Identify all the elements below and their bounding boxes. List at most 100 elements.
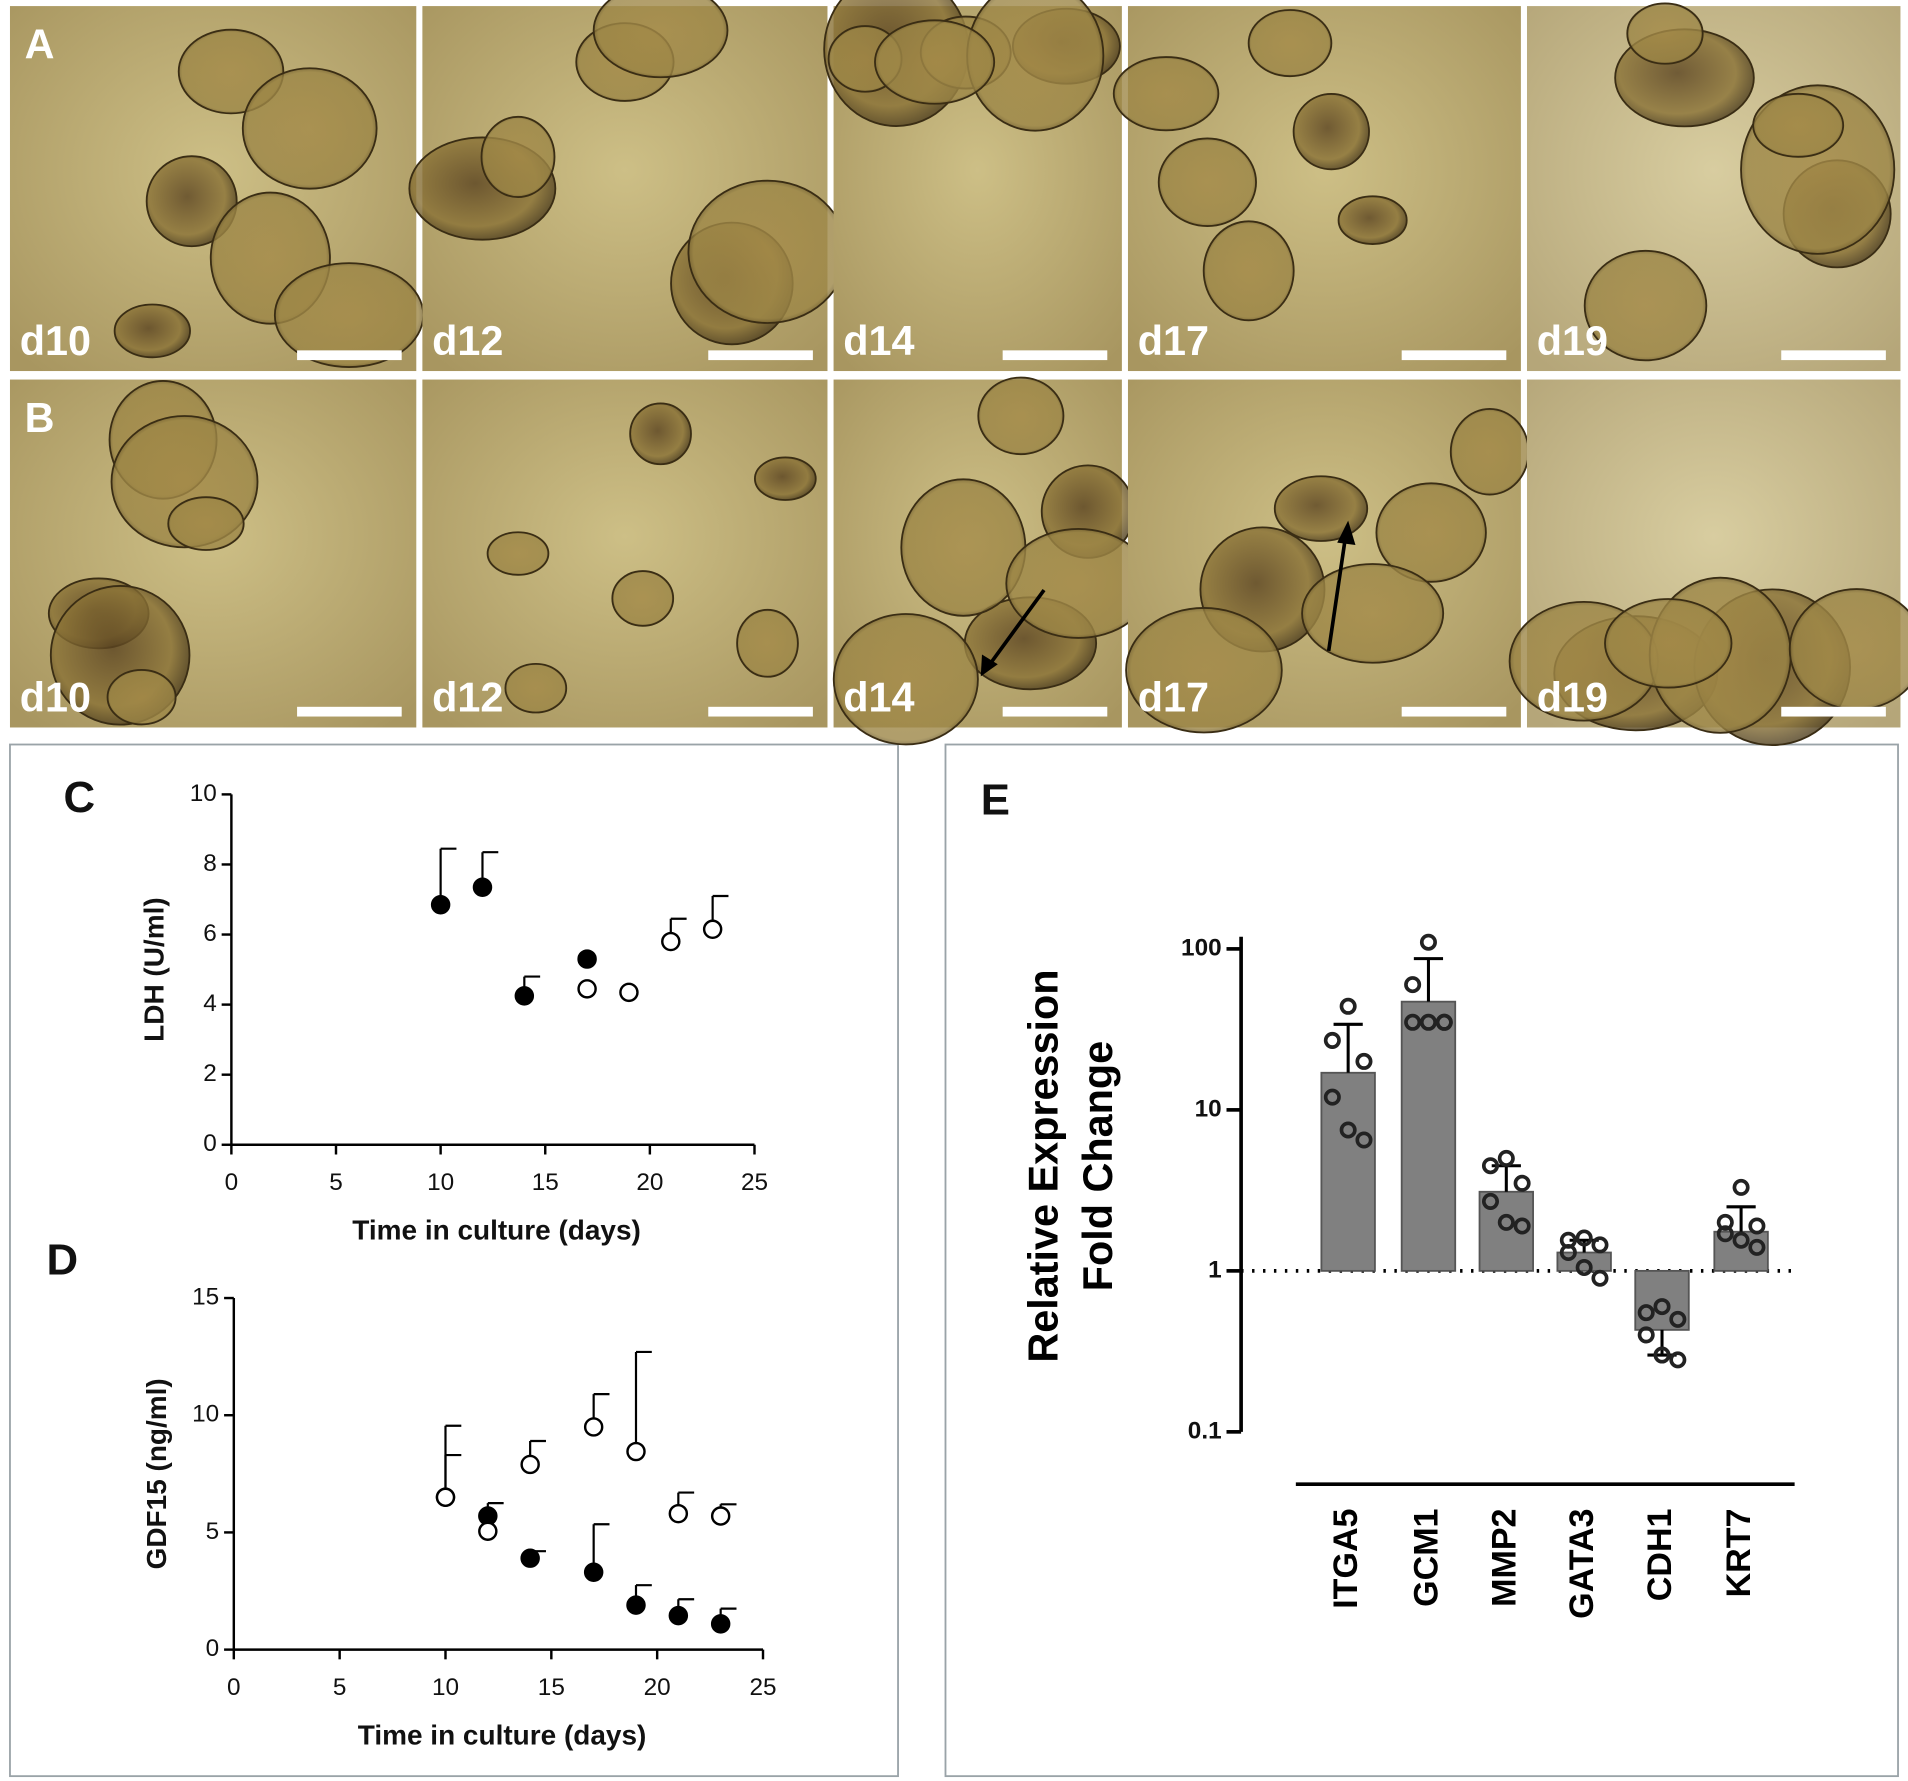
x-tick-label: 20 <box>636 1169 663 1196</box>
y-tick-label: 4 <box>203 990 217 1017</box>
micrograph: d14 <box>832 376 1152 746</box>
scale-bar <box>1781 350 1886 361</box>
day-label: d14 <box>843 318 914 364</box>
cell-cluster <box>241 67 378 190</box>
y-tick-label: 0 <box>206 1635 220 1662</box>
x-axis-label: Time in culture (days) <box>352 1215 641 1246</box>
data-point <box>577 949 597 969</box>
cell-cluster <box>874 19 996 105</box>
y-tick-label: 0.1 <box>1188 1417 1222 1444</box>
cell-cluster <box>486 531 550 576</box>
cell-cluster <box>1292 93 1370 171</box>
scale-bar <box>708 350 813 361</box>
cell-cluster <box>1449 408 1530 496</box>
x-tick-label: KRT7 <box>1720 1508 1758 1597</box>
y-tick-label: 10 <box>190 780 217 807</box>
arrow <box>1326 535 1348 652</box>
x-axis-label: Time in culture (days) <box>358 1720 647 1751</box>
data-point <box>1339 997 1357 1015</box>
data-point <box>1653 1346 1671 1364</box>
cell-cluster <box>1157 137 1257 227</box>
data-point <box>1637 1304 1655 1322</box>
error-bar <box>1413 957 1444 1002</box>
scale-bar <box>1781 706 1886 717</box>
y-tick-label: 1 <box>1208 1256 1222 1283</box>
data-point <box>430 895 451 915</box>
y-tick-label: 100 <box>1181 934 1222 961</box>
panel-label: C <box>64 773 96 822</box>
x-tick-label: 20 <box>644 1674 671 1701</box>
data-point <box>1575 1258 1593 1276</box>
data-point <box>1748 1238 1766 1256</box>
data-point <box>619 982 639 1003</box>
data-point <box>1748 1217 1766 1235</box>
panel-frame <box>9 743 899 1778</box>
cell-cluster <box>736 608 799 678</box>
cell-cluster <box>1301 563 1445 664</box>
data-point <box>710 1614 731 1634</box>
x-tick-label: CDH1 <box>1641 1508 1679 1601</box>
data-point <box>1716 1225 1734 1243</box>
cell-cluster <box>504 662 568 714</box>
x-tick-label: 15 <box>538 1674 565 1701</box>
error-bar <box>1333 1022 1363 1073</box>
data-point <box>1637 1326 1655 1344</box>
data-point <box>1669 1351 1687 1369</box>
x-tick-label: 5 <box>329 1169 343 1196</box>
micrograph: d12 <box>422 379 828 728</box>
cell-cluster <box>629 402 692 466</box>
cell-cluster <box>1604 598 1733 689</box>
data-point <box>1355 1052 1373 1070</box>
day-label: d12 <box>432 675 503 721</box>
y-tick-label: 2 <box>203 1060 217 1087</box>
y-axis-label: GDF15 (ng/ml) <box>141 1378 172 1569</box>
x-tick-label: 25 <box>741 1169 768 1196</box>
data-point <box>1559 1244 1577 1262</box>
data-point <box>583 1562 604 1583</box>
x-tick-label: 0 <box>227 1674 241 1701</box>
cell-cluster <box>113 303 191 359</box>
bar <box>1400 1000 1457 1272</box>
y-tick-label: 15 <box>192 1283 219 1310</box>
scale-bar <box>708 706 813 717</box>
cell-cluster <box>1125 607 1283 734</box>
data-point <box>1323 1031 1341 1049</box>
cell-cluster <box>1375 482 1487 583</box>
data-point <box>1404 976 1422 994</box>
error-bar <box>1726 1205 1756 1232</box>
panel-frame <box>944 743 1899 1778</box>
cell-cluster <box>1112 56 1220 132</box>
day-label: d10 <box>20 318 91 364</box>
data-point <box>435 1487 456 1507</box>
cell-cluster <box>900 478 1027 617</box>
cell-cluster <box>480 115 556 198</box>
cell-cluster <box>1247 9 1333 78</box>
data-point <box>710 1506 731 1526</box>
y-axis-label: Relative Expression <box>1020 969 1066 1362</box>
panel-label: B <box>25 395 55 441</box>
y-axis-label: Fold Change <box>1075 1041 1121 1291</box>
x-tick-label: GCM1 <box>1407 1508 1445 1606</box>
cell-cluster <box>1273 475 1369 542</box>
day-label: d19 <box>1537 318 1608 364</box>
scale-bar <box>1401 706 1507 717</box>
x-tick-label: 5 <box>333 1674 347 1701</box>
micrograph: d12 <box>408 0 848 372</box>
cell-cluster <box>167 496 245 551</box>
data-point <box>1591 1236 1609 1254</box>
cell-cluster <box>754 456 817 501</box>
data-point <box>1323 1088 1341 1106</box>
cell-cluster <box>145 155 238 248</box>
x-tick-label: 10 <box>427 1169 454 1196</box>
data-point <box>1513 1174 1531 1192</box>
day-label: d17 <box>1138 318 1209 364</box>
cell-cluster <box>1337 195 1408 245</box>
arrow <box>986 588 1046 668</box>
y-tick-label: 0 <box>203 1130 217 1157</box>
cell-cluster <box>832 613 979 746</box>
x-tick-label: MMP2 <box>1485 1508 1523 1606</box>
x-tick-label: 25 <box>749 1674 776 1701</box>
x-tick-label: 15 <box>532 1169 559 1196</box>
y-tick-label: 5 <box>206 1518 220 1545</box>
